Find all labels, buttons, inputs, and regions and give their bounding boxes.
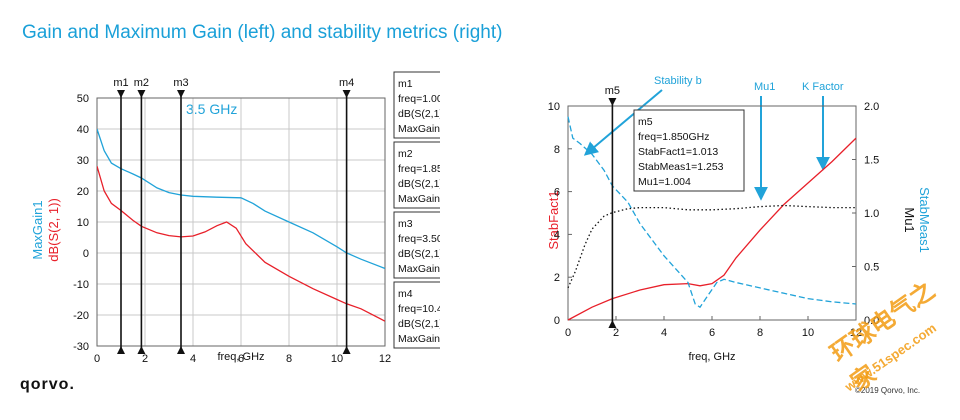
left-y-label-s21: dB(S(2, 1)) (46, 198, 61, 262)
left-marker-readout-text: freq=3.500GHz (398, 233, 440, 245)
left-y-tick-label: -10 (73, 279, 89, 291)
left-marker-readout-text: dB(S(2,1))=13.690 (398, 108, 440, 120)
left-marker-readout-text: dB(S(2,1))=-16.377 (398, 318, 440, 330)
right-marker-readout-box (633, 109, 745, 192)
copyright-text: ©2019 Qorvo, Inc. (855, 386, 921, 395)
left-marker-readout-text: m2 (398, 148, 413, 160)
left-marker-readout-text: MaxGain1=24.185 (398, 193, 440, 205)
right-marker-readout-text: m5 (638, 116, 653, 128)
left-x-tick-label: 6 (238, 353, 244, 365)
left-y-tick-label: -20 (73, 310, 89, 322)
right-y-left-tick-label: 10 (548, 101, 560, 113)
right-series-line (567, 116, 857, 309)
left-marker-top-triangle (342, 90, 351, 98)
left-marker-readout-text: dB(S(2,1))=8.613 (398, 178, 440, 190)
right-x-tick-label: 8 (757, 327, 763, 339)
left-marker-bottom-triangle (137, 346, 146, 354)
left-marker-bottom-triangle (117, 346, 125, 354)
left-marker-label: m4 (339, 77, 354, 89)
right-y-right-tick-label: 1.0 (864, 208, 879, 220)
left-series-line (97, 128, 385, 270)
left-marker-readout-text: freq=1.850GHz (398, 163, 440, 175)
right-x-tick-label: 12 (850, 327, 862, 339)
right-y-right-tick-label: 0.0 (864, 315, 879, 327)
right-marker-bottom-triangle (608, 320, 617, 328)
left-x-axis-label: freq, GHz (217, 351, 264, 363)
annotation-stability-b: Stability b (654, 75, 702, 87)
right-y-right-tick-label: 1.5 (864, 155, 879, 167)
right-y-label-stabfact: StabFact1 (546, 190, 561, 249)
left-marker-readout-text: freq=1.000GHz (398, 93, 440, 105)
right-y-left-tick-label: 4 (554, 229, 560, 241)
left-marker-readout-box (393, 281, 440, 349)
right-marker-readout-text: StabMeas1=1.253 (638, 161, 724, 173)
right-x-tick-label: 2 (613, 327, 619, 339)
left-y-tick-label: 20 (77, 186, 89, 198)
left-gain-chart: freq, GHz MaxGain1 dB(S(2, 1)) 3.5 GHz -… (30, 71, 440, 365)
right-y-right-tick-label: 0.5 (864, 262, 879, 274)
left-y-tick-label: 0 (83, 248, 89, 260)
left-marker-readout-text: freq=10.40GHz (398, 303, 440, 315)
left-x-tick-label: 2 (142, 353, 148, 365)
left-y-tick-label: 30 (77, 155, 89, 167)
right-y-left-tick-label: 2 (554, 272, 560, 284)
left-marker-top-triangle (137, 90, 146, 98)
arrow-stability-b (583, 89, 663, 156)
left-marker-top-triangle (177, 90, 185, 98)
left-marker-readout-text: m3 (398, 218, 413, 230)
left-marker-bottom-triangle (342, 346, 351, 354)
right-y-left-tick-label: 0 (554, 315, 560, 327)
left-y-label-maxgain: MaxGain1 (30, 200, 45, 259)
left-marker-top-triangle (117, 90, 125, 98)
right-marker-label: m5 (605, 85, 620, 97)
left-marker-readout-box (393, 211, 440, 279)
left-series-line (97, 166, 385, 322)
left-x-tick-label: 4 (190, 353, 196, 365)
right-x-tick-label: 10 (802, 327, 814, 339)
left-x-tick-label: 12 (379, 353, 391, 365)
left-marker-label: m2 (134, 77, 149, 89)
left-marker-label: m1 (113, 77, 128, 89)
right-y-label-mu1: Mu1 (902, 207, 917, 232)
left-marker-readout-text: MaxGain1=27.219 (398, 123, 440, 135)
left-x-tick-label: 8 (286, 353, 292, 365)
left-marker-readout-text: dB(S(2,1))=5.203 (398, 248, 440, 260)
left-marker-readout-text: m4 (398, 288, 413, 300)
right-y-right-tick-label: 2.0 (864, 101, 879, 113)
right-y-left-tick-label: 8 (554, 144, 560, 156)
right-marker-top-triangle (608, 98, 617, 106)
left-x-tick-label: 0 (94, 353, 100, 365)
right-series-line (567, 204, 856, 289)
left-marker-readout-text: MaxGain1=0.034 (398, 333, 440, 345)
right-x-axis-label: freq, GHz (688, 351, 735, 363)
left-y-tick-label: 10 (77, 217, 89, 229)
annotation-mu1: Mu1 (754, 81, 775, 93)
left-marker-readout-text: m1 (398, 78, 413, 90)
left-y-tick-label: 40 (77, 124, 89, 136)
right-y-left-tick-label: 6 (554, 187, 560, 199)
right-y-label-stabmeas: StabMeas1 (917, 187, 932, 253)
left-annotation-3p5ghz: 3.5 GHz (186, 101, 237, 117)
right-x-tick-label: 6 (709, 327, 715, 339)
right-x-tick-label: 4 (661, 327, 667, 339)
right-x-tick-label: 0 (565, 327, 571, 339)
left-y-tick-label: -30 (73, 341, 89, 353)
left-plot-frame (96, 97, 386, 347)
annotation-k-factor: K Factor (802, 81, 844, 93)
left-marker-readout-box (393, 71, 440, 139)
left-x-tick-label: 10 (331, 353, 343, 365)
right-marker-readout-text: freq=1.850GHz (638, 131, 710, 143)
right-marker-readout-text: Mu1=1.004 (638, 176, 691, 188)
left-marker-readout-box (393, 141, 440, 209)
page-title: Gain and Maximum Gain (left) and stabili… (22, 22, 503, 43)
left-marker-label: m3 (173, 77, 188, 89)
left-marker-bottom-triangle (177, 346, 185, 354)
qorvo-logo: qorvo. (20, 376, 75, 393)
right-series-line (567, 137, 857, 321)
right-stability-chart: freq, GHz StabFact1 Mu1 StabMeas1 Stabil… (546, 75, 932, 363)
right-marker-readout-text: StabFact1=1.013 (638, 146, 718, 158)
left-marker-readout-text: MaxGain1=18.671 (398, 263, 440, 275)
left-y-tick-label: 50 (77, 93, 89, 105)
